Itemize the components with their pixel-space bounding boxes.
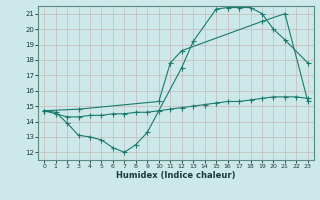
- X-axis label: Humidex (Indice chaleur): Humidex (Indice chaleur): [116, 171, 236, 180]
